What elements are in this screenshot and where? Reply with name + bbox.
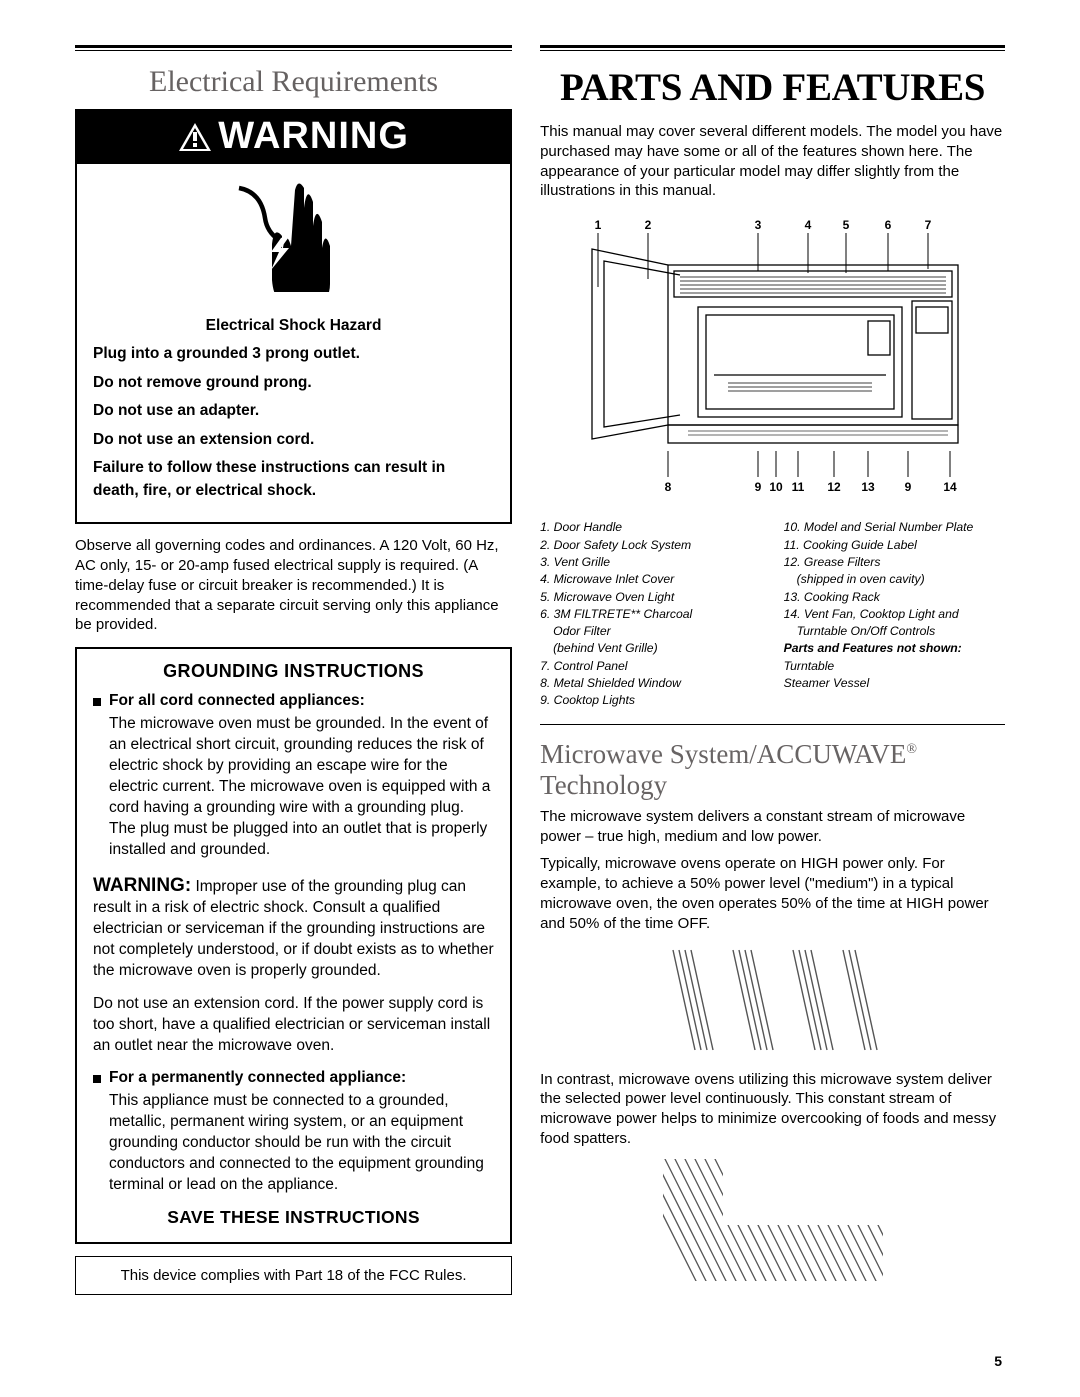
part-item: 10. Model and Serial Number Plate [784, 519, 1006, 536]
part-item: 1. Door Handle [540, 519, 762, 536]
page-number: 5 [994, 1353, 1002, 1369]
electrical-paragraph: Observe all governing codes and ordinanc… [75, 536, 512, 635]
part-item-sub: (behind Vent Grille) [540, 640, 762, 657]
accuwave-title-pre: Microwave System/ACCUWAVE [540, 739, 906, 769]
diagram-label: 3 [754, 218, 761, 232]
rule-thick [75, 45, 512, 48]
bullet-row: For all cord connected appliances: [93, 692, 494, 710]
grounding-warning-paragraph: WARNING: Improper use of the grounding p… [93, 873, 494, 982]
bullet-text: For all cord connected appliances: [109, 692, 494, 710]
part-item: Turntable [784, 658, 1006, 675]
part-item-sub: Odor Filter [540, 623, 762, 640]
part-item-sub: (shipped in oven cavity) [784, 571, 1006, 588]
part-item: 7. Control Panel [540, 658, 762, 675]
bullet-text: For a permanently connected appliance: [109, 1069, 494, 1087]
diagram-label: 11 [791, 480, 804, 494]
rule-thin [75, 50, 512, 51]
diagram-label: 6 [884, 218, 891, 232]
part-item: 12. Grease Filters [784, 554, 1006, 571]
diagram-label: 4 [804, 218, 811, 232]
warning-triangle-icon [178, 122, 212, 152]
part-item: 2. Door Safety Lock System [540, 537, 762, 554]
save-instructions: SAVE THESE INSTRUCTIONS [93, 1207, 494, 1228]
diagram-label: 8 [664, 480, 671, 494]
microwave-diagram: 1 2 3 4 5 6 7 [540, 217, 1005, 507]
parts-not-shown-header: Parts and Features not shown: [784, 640, 1006, 657]
main-title-parts: PARTS AND FEATURES [540, 65, 1005, 110]
parts-intro: This manual may cover several different … [540, 122, 1005, 201]
diagram-label: 9 [904, 480, 911, 494]
warning-text-block: Electrical Shock Hazard Plug into a grou… [77, 305, 510, 522]
wave-continuous-icon [653, 1155, 893, 1285]
page-content: Electrical Requirements WARNING [75, 45, 1005, 1295]
rule-thick [540, 45, 1005, 48]
diagram-label: 7 [924, 218, 931, 232]
part-item: 14. Vent Fan, Cooktop Light and [784, 606, 1006, 623]
part-item: 11. Cooking Guide Label [784, 537, 1006, 554]
accuwave-title-post: Technology [540, 770, 667, 800]
diagram-label: 13 [861, 480, 875, 494]
accuwave-title: Microwave System/ACCUWAVE® Technology [540, 739, 1005, 801]
part-item: 6. 3M FILTRETE** Charcoal [540, 606, 762, 623]
diagram-label: 2 [644, 218, 651, 232]
grounding-paragraph: Do not use an extension cord. If the pow… [93, 994, 494, 1057]
part-item: 5. Microwave Oven Light [540, 589, 762, 606]
hazard-title: Electrical Shock Hazard [93, 315, 494, 337]
grounding-paragraph: This appliance must be connected to a gr… [109, 1091, 494, 1196]
accuwave-reg: ® [906, 742, 917, 757]
rule-single [540, 724, 1005, 725]
shock-hand-icon [77, 164, 510, 305]
fcc-notice: This device complies with Part 18 of the… [75, 1256, 512, 1295]
grounding-title: GROUNDING INSTRUCTIONS [93, 661, 494, 682]
diagram-label: 5 [842, 218, 849, 232]
part-item: 3. Vent Grille [540, 554, 762, 571]
warning-banner: WARNING [77, 111, 510, 164]
accuwave-p1: The microwave system delivers a constant… [540, 807, 1005, 847]
part-item: 13. Cooking Rack [784, 589, 1006, 606]
diagram-label: 10 [769, 480, 783, 494]
right-column: PARTS AND FEATURES This manual may cover… [540, 45, 1005, 1295]
bullet-row: For a permanently connected appliance: [93, 1069, 494, 1087]
warning-inline-label: WARNING: [93, 875, 191, 896]
wave-pulsed-icon [663, 940, 883, 1060]
square-bullet-icon [93, 698, 101, 706]
part-item-sub: Turntable On/Off Controls [784, 623, 1006, 640]
hazard-line: Do not remove ground prong. [93, 372, 494, 394]
part-item: 8. Metal Shielded Window [540, 675, 762, 692]
rule-thin [540, 50, 1005, 51]
left-column: Electrical Requirements WARNING [75, 45, 512, 1295]
diagram-label: 1 [594, 218, 601, 232]
diagram-label: 9 [754, 480, 761, 494]
diagram-label: 12 [827, 480, 841, 494]
parts-legend: 1. Door Handle 2. Door Safety Lock Syste… [540, 519, 1005, 710]
hazard-line: Plug into a grounded 3 prong outlet. [93, 343, 494, 365]
diagram-label: 14 [943, 480, 957, 494]
hazard-line: Do not use an adapter. [93, 400, 494, 422]
warning-box: WARNING Electrical Shock Hazard Plug int… [75, 109, 512, 524]
accuwave-p3: In contrast, microwave ovens utilizing t… [540, 1070, 1005, 1149]
grounding-paragraph: The microwave oven must be grounded. In … [109, 714, 494, 860]
square-bullet-icon [93, 1075, 101, 1083]
hazard-line: Failure to follow these instructions can… [93, 457, 494, 502]
part-item: 9. Cooktop Lights [540, 692, 762, 709]
part-item: 4. Microwave Inlet Cover [540, 571, 762, 588]
hazard-line: Do not use an extension cord. [93, 429, 494, 451]
grounding-box: GROUNDING INSTRUCTIONS For all cord conn… [75, 647, 512, 1244]
section-title-electrical: Electrical Requirements [75, 65, 512, 99]
parts-legend-col2: 10. Model and Serial Number Plate 11. Co… [784, 519, 1006, 710]
warning-label: WARNING [218, 115, 409, 158]
parts-legend-col1: 1. Door Handle 2. Door Safety Lock Syste… [540, 519, 762, 710]
accuwave-p2: Typically, microwave ovens operate on HI… [540, 854, 1005, 933]
part-item: Steamer Vessel [784, 675, 1006, 692]
